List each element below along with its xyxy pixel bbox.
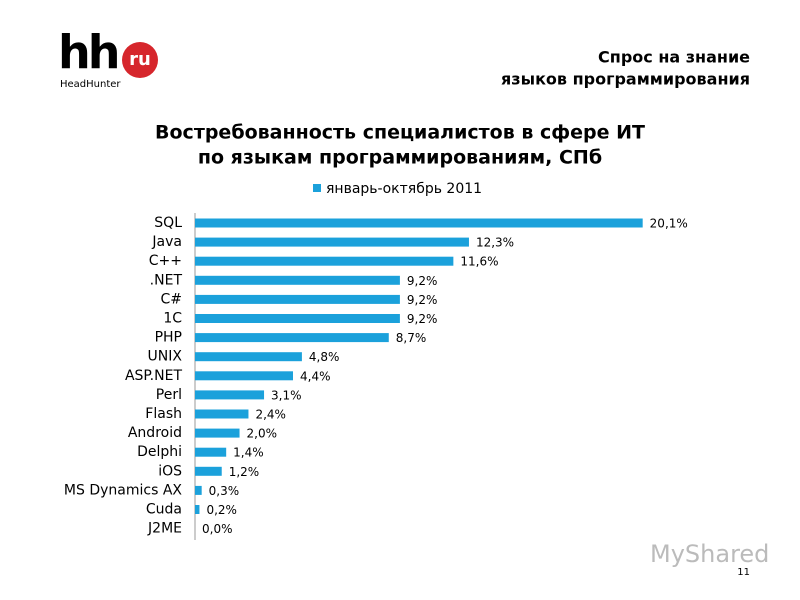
category-label: C++ bbox=[149, 253, 182, 269]
legend-label: январь-октябрь 2011 bbox=[326, 181, 482, 197]
category-label: Android bbox=[128, 425, 182, 441]
bar bbox=[195, 256, 454, 266]
legend-swatch bbox=[313, 184, 321, 192]
bar bbox=[195, 505, 200, 514]
chart-title: по языкам программированиям, СПб bbox=[198, 147, 602, 169]
value-label: 12,3% bbox=[476, 236, 514, 250]
bar bbox=[195, 390, 265, 400]
bar bbox=[195, 409, 249, 419]
value-label: 2,0% bbox=[247, 427, 278, 441]
category-label: Flash bbox=[145, 406, 182, 422]
category-label: ASP.NET bbox=[125, 368, 182, 384]
value-label: 1,2% bbox=[229, 465, 260, 479]
watermark: MyShared bbox=[650, 540, 769, 568]
category-label: PHP bbox=[155, 330, 182, 346]
value-label: 1,4% bbox=[233, 446, 264, 460]
bar bbox=[195, 294, 400, 304]
bar bbox=[195, 314, 400, 323]
category-label: J2ME bbox=[147, 521, 182, 537]
value-label: 8,7% bbox=[396, 331, 427, 345]
value-label: 9,2% bbox=[407, 312, 438, 326]
value-label: 9,2% bbox=[407, 274, 438, 288]
bar bbox=[195, 218, 643, 228]
value-label: 4,8% bbox=[309, 350, 340, 364]
bar bbox=[195, 485, 202, 495]
bar bbox=[195, 466, 222, 476]
category-label: Java bbox=[151, 234, 182, 250]
category-label: UNIX bbox=[148, 349, 183, 365]
value-label: 9,2% bbox=[407, 293, 438, 307]
bar bbox=[195, 275, 400, 285]
logo: hh bbox=[58, 26, 118, 80]
category-label: Delphi bbox=[137, 444, 182, 460]
category-label: Perl bbox=[156, 387, 182, 403]
logo-badge: ru bbox=[129, 49, 151, 70]
value-label: 20,1% bbox=[650, 217, 688, 231]
subtitle: Спрос на знание bbox=[598, 48, 750, 67]
value-label: 11,6% bbox=[460, 255, 498, 269]
value-label: 0,0% bbox=[202, 522, 233, 536]
subtitle: языков программирования bbox=[501, 70, 750, 89]
value-label: 3,1% bbox=[271, 388, 302, 402]
bar bbox=[195, 428, 240, 438]
bar bbox=[195, 237, 469, 247]
category-label: C# bbox=[160, 291, 182, 307]
bar bbox=[195, 333, 389, 343]
category-label: .NET bbox=[150, 272, 183, 288]
category-label: MS Dynamics AX bbox=[64, 482, 182, 498]
brand: HeadHunter bbox=[60, 79, 121, 90]
category-label: 1C bbox=[163, 311, 182, 327]
value-label: 0,3% bbox=[209, 484, 240, 498]
logo-badge-circle bbox=[122, 42, 158, 78]
bar bbox=[195, 352, 302, 362]
bar bbox=[195, 371, 293, 381]
value-label: 2,4% bbox=[255, 408, 285, 422]
category-label: SQL bbox=[154, 215, 182, 231]
chart-title: Востребованность специалистов в сфере ИТ bbox=[155, 122, 645, 144]
category-label: Cuda bbox=[146, 502, 182, 518]
value-label: 4,4% bbox=[300, 369, 331, 383]
value-label: 0,2% bbox=[206, 503, 237, 517]
category-label: iOS bbox=[158, 463, 182, 479]
bar bbox=[195, 447, 227, 457]
page-number: 11 bbox=[737, 567, 750, 578]
